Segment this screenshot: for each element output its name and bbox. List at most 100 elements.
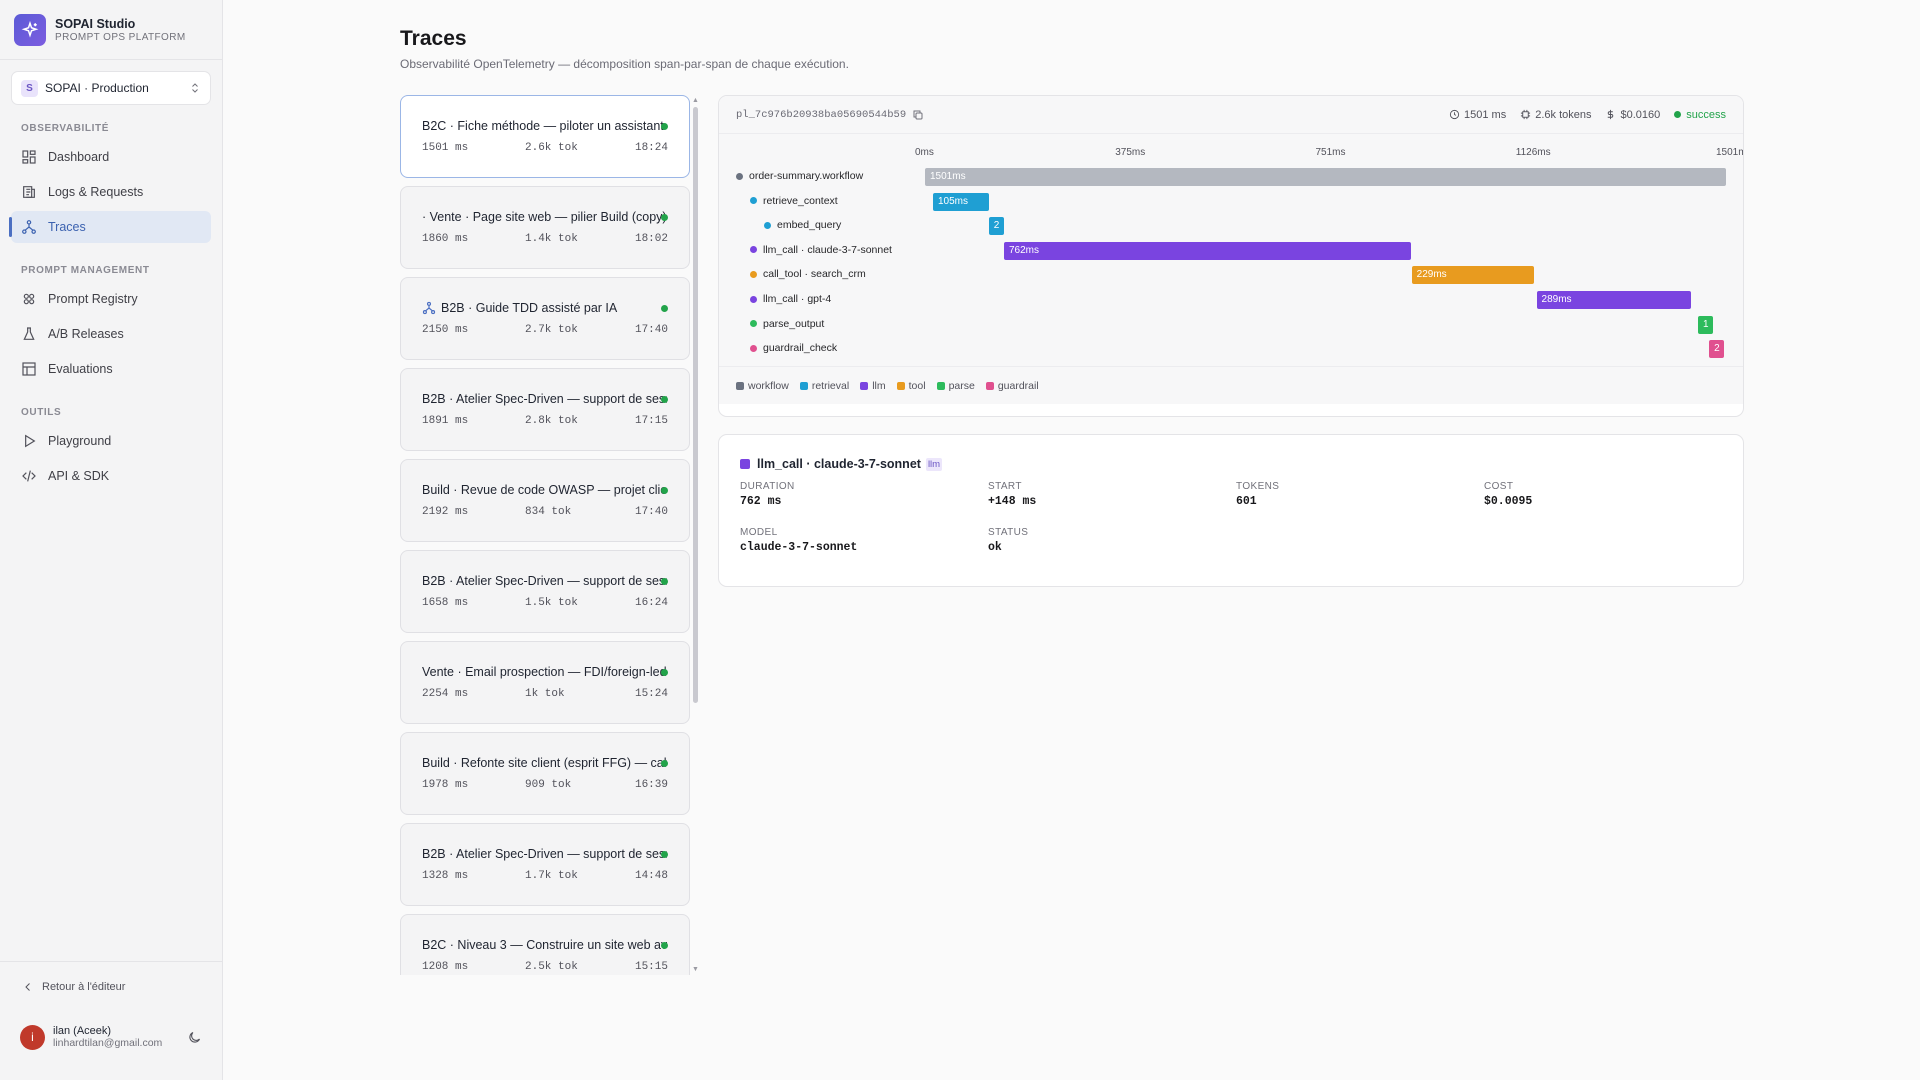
- legend-item: workflow: [736, 380, 789, 392]
- trace-title: · Vente · Page site web — pilier Build (…: [422, 210, 667, 224]
- trace-title-text: B2B · Atelier Spec-Driven — support de s…: [422, 392, 667, 406]
- nav-item-traces[interactable]: Traces: [9, 211, 211, 243]
- trace-card[interactable]: B2C · Niveau 3 — Construire un site web …: [400, 914, 690, 975]
- trace-title: B2B · Guide TDD assisté par IA: [422, 301, 667, 315]
- trace-title-text: · Vente · Page site web — pilier Build (…: [422, 210, 667, 224]
- trace-tokens: 2.8k tok: [525, 415, 578, 427]
- span-row[interactable]: embed_query 2: [719, 216, 1743, 236]
- trace-card[interactable]: B2C · Fiche méthode — piloter un assista…: [400, 95, 690, 178]
- scroll-thumb[interactable]: [693, 107, 698, 703]
- clock-icon: [1449, 109, 1460, 120]
- span-kind-dot: [750, 295, 757, 303]
- legend-swatch: [799, 381, 808, 390]
- scroll-up-icon[interactable]: ▲: [692, 97, 699, 104]
- nav-item-api-sdk[interactable]: API & SDK: [11, 460, 211, 492]
- trace-card[interactable]: · Vente · Page site web — pilier Build (…: [400, 186, 690, 269]
- span-bar[interactable]: 229ms: [1411, 266, 1534, 285]
- trace-card[interactable]: B2B · Atelier Spec-Driven — support de s…: [400, 550, 690, 633]
- sidebar-footer: Retour à l'éditeur i ilan (Aceek) linhar…: [0, 961, 222, 1080]
- trace-card[interactable]: Build · Refonte site client (esprit FFG)…: [400, 732, 690, 815]
- nav-item-playground[interactable]: Playground: [11, 425, 211, 457]
- span-row[interactable]: retrieve_context 105ms: [719, 192, 1743, 212]
- span-row[interactable]: parse_output 1: [719, 315, 1743, 335]
- detail-field: MODEL claude-3-7-sonnet: [740, 527, 980, 554]
- table-icon: [22, 362, 36, 376]
- time-tick-label: 1126ms: [1515, 147, 1551, 158]
- span-bar[interactable]: 762ms: [1003, 241, 1411, 260]
- span-row[interactable]: order-summary.workflow 1501ms: [719, 167, 1743, 187]
- span-bar[interactable]: 1: [1698, 315, 1714, 334]
- span-row[interactable]: call_tool · search_crm 229ms: [719, 265, 1743, 285]
- span-bar[interactable]: 1501ms: [925, 168, 1726, 186]
- copy-icon[interactable]: [912, 109, 924, 121]
- trace-meta: 2254 ms 1k tok 15:24: [422, 688, 668, 700]
- nav-item-label: Traces: [48, 220, 86, 234]
- code-icon: [22, 470, 36, 482]
- trace-duration: 2192 ms: [422, 506, 469, 518]
- legend-label: retrieval: [811, 379, 850, 392]
- scrollbar[interactable]: ▲ ▼: [692, 97, 699, 973]
- span-row[interactable]: llm_call · gpt-4 289ms: [719, 290, 1743, 310]
- workspace-selector[interactable]: S SOPAI · Production: [11, 71, 211, 105]
- span-row[interactable]: llm_call · claude-3-7-sonnet 762ms: [719, 241, 1743, 261]
- nav-item-label: API & SDK: [48, 469, 110, 483]
- nav-item-label: Dashboard: [48, 150, 110, 164]
- trace-meta: 1328 ms 1.7k tok 14:48: [422, 870, 668, 882]
- section-title-prompt-management: PROMPT MANAGEMENT: [21, 265, 150, 276]
- brand[interactable]: SOPAI Studio PROMPT OPS PLATFORM: [0, 0, 222, 60]
- trace-tokens: 2.5k tok: [525, 961, 578, 973]
- back-to-editor-label: Retour à l'éditeur: [42, 981, 126, 993]
- trace-cost: $0.0160: [1605, 109, 1660, 121]
- trace-card[interactable]: B2B · Guide TDD assisté par IA 2150 ms 2.7…: [400, 277, 690, 360]
- span-bar[interactable]: 2: [1709, 340, 1725, 359]
- trace-title-text: Build · Revue de code OWASP — projet cli…: [422, 483, 667, 497]
- legend-item: retrieval: [799, 379, 850, 392]
- span-bar[interactable]: 289ms: [1536, 291, 1691, 309]
- nav-item-dashboard[interactable]: Dashboard: [11, 141, 211, 173]
- nav-item-evaluations[interactable]: Evaluations: [11, 353, 211, 385]
- legend-item: llm: [860, 380, 886, 392]
- trace-card[interactable]: Build · Revue de code OWASP — projet cli…: [400, 459, 690, 542]
- moon-icon[interactable]: [187, 1030, 202, 1045]
- scroll-down-icon[interactable]: ▼: [692, 966, 699, 973]
- span-kind-dot: [750, 246, 757, 254]
- span-row[interactable]: guardrail_check 2: [719, 339, 1743, 359]
- brand-name: SOPAI Studio: [55, 16, 136, 31]
- legend-swatch: [860, 381, 869, 390]
- nav-item-prompt-registry[interactable]: Prompt Registry: [11, 283, 211, 315]
- nav-item-label: A/B Releases: [48, 327, 124, 341]
- span-name: call_tool · search_crm: [763, 268, 866, 281]
- span-label: llm_call · claude-3-7-sonnet: [750, 244, 892, 256]
- user-profile[interactable]: i ilan (Aceek) linhardtilan@gmail.com: [0, 1012, 222, 1062]
- span-bar[interactable]: 105ms: [933, 192, 990, 211]
- trace-card[interactable]: B2B · Atelier Spec-Driven — support de s…: [400, 368, 690, 451]
- trace-title: Vente · Email prospection — FDI/foreign-…: [422, 665, 667, 679]
- trace-card[interactable]: Vente · Email prospection — FDI/foreign-…: [400, 641, 690, 724]
- trace-title: B2B · Atelier Spec-Driven — support de s…: [422, 574, 667, 588]
- back-to-editor-link[interactable]: Retour à l'éditeur: [0, 962, 222, 1012]
- span-kind-badge: llm: [925, 457, 943, 471]
- span-kind-dot: [750, 270, 757, 278]
- nav-item-ab-releases[interactable]: A/B Releases: [11, 318, 211, 350]
- legend-swatch: [936, 381, 945, 390]
- trace-tokens: 2.7k tok: [525, 324, 578, 336]
- status-dot: [661, 578, 668, 585]
- legend-label: guardrail: [997, 379, 1039, 392]
- field-label: COST: [1484, 481, 1514, 492]
- trace-time: 14:48: [634, 870, 668, 882]
- legend-swatch: [985, 381, 994, 390]
- trace-meta: 1208 ms 2.5k tok 15:15: [422, 961, 668, 973]
- trace-time: 17:40: [634, 324, 668, 336]
- trace-title-text: B2B · Guide TDD assisté par IA: [441, 301, 618, 315]
- status-dot: [661, 669, 668, 676]
- trace-tokens: 2.6k tokens: [1520, 109, 1591, 121]
- span-kind-dot: [736, 172, 743, 180]
- span-name: llm_call · gpt-4: [763, 293, 832, 305]
- field-label: TOKENS: [1236, 481, 1280, 492]
- trace-card[interactable]: B2B · Atelier Spec-Driven — support de s…: [400, 823, 690, 906]
- span-legend: workflow retrieval llm tool parse guardrail: [719, 366, 1743, 404]
- span-bar[interactable]: 2: [989, 217, 1004, 236]
- span-kind-swatch: [740, 459, 750, 469]
- span-label: llm_call · gpt-4: [750, 293, 831, 305]
- nav-item-logs[interactable]: Logs & Requests: [11, 176, 211, 208]
